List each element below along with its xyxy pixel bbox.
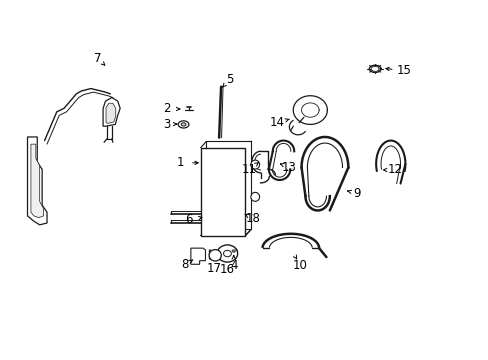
Text: 6: 6: [184, 213, 192, 226]
Ellipse shape: [230, 248, 237, 253]
Polygon shape: [200, 148, 245, 235]
Polygon shape: [206, 141, 251, 229]
Ellipse shape: [223, 250, 231, 257]
Polygon shape: [209, 250, 212, 260]
Text: 16: 16: [220, 263, 234, 276]
Text: 4: 4: [229, 259, 237, 272]
Text: 11: 11: [242, 163, 256, 176]
Text: 2: 2: [163, 103, 170, 116]
Text: 8: 8: [181, 258, 188, 271]
Text: 17: 17: [206, 262, 221, 275]
Polygon shape: [31, 144, 43, 218]
Text: 15: 15: [396, 64, 411, 77]
Text: 14: 14: [269, 116, 285, 129]
Polygon shape: [103, 98, 120, 126]
Ellipse shape: [178, 121, 188, 128]
Polygon shape: [190, 248, 205, 264]
Text: 10: 10: [292, 259, 307, 272]
Text: 7: 7: [94, 52, 102, 65]
Text: 5: 5: [226, 73, 233, 86]
Ellipse shape: [232, 250, 235, 252]
Text: 9: 9: [352, 187, 360, 200]
Text: 12: 12: [386, 163, 401, 176]
Text: 13: 13: [282, 161, 296, 174]
Ellipse shape: [209, 249, 221, 261]
Ellipse shape: [181, 123, 185, 126]
Polygon shape: [106, 103, 116, 123]
Text: 3: 3: [163, 118, 170, 131]
Ellipse shape: [217, 245, 237, 262]
Ellipse shape: [250, 160, 259, 169]
Polygon shape: [27, 137, 47, 225]
Ellipse shape: [250, 192, 259, 201]
Text: 18: 18: [245, 212, 260, 225]
Text: 1: 1: [176, 156, 183, 169]
